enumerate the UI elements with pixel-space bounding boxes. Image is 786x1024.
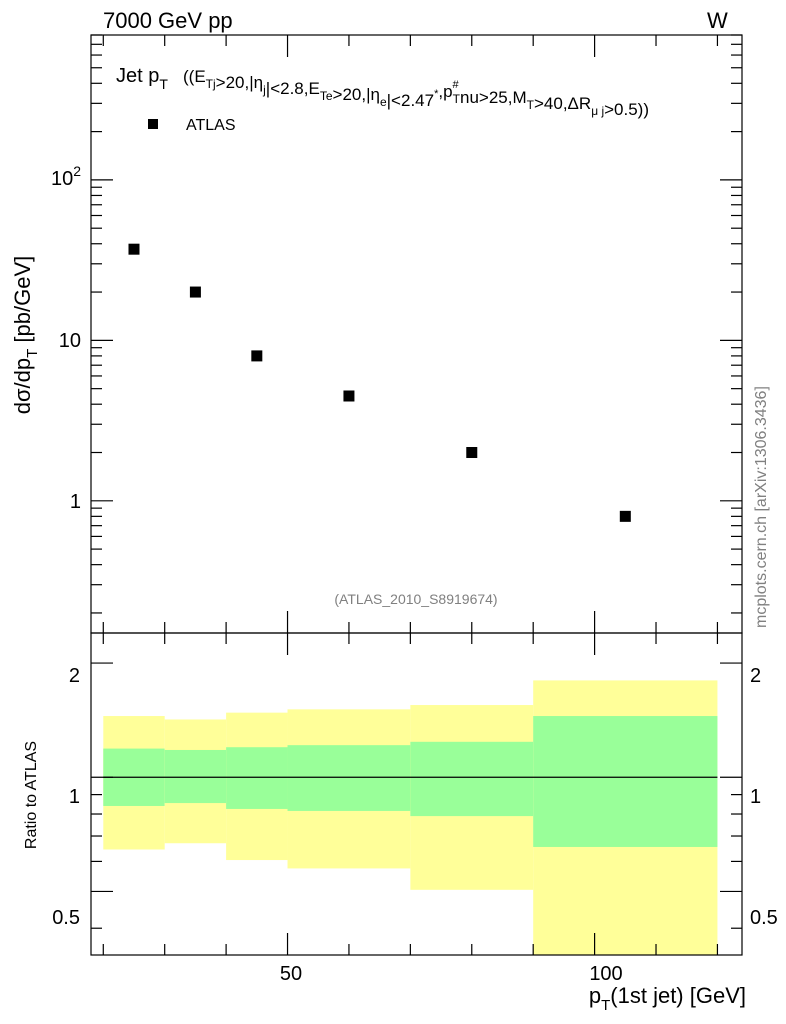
band-inner-bin-1: [164, 749, 227, 804]
band-inner-bin-2: [226, 747, 288, 809]
ratio-ytick-labels-right: 0.5 1 2: [750, 665, 778, 929]
data-markers: [128, 243, 631, 522]
xtick-labels: 50 100: [280, 963, 623, 985]
ratio-ytick-label-right-0.5: 0.5: [750, 907, 778, 929]
main-ytick-labels: 1 10 102: [51, 163, 81, 513]
ratio-ytick-labels-left: 0.5 1 2: [52, 665, 80, 929]
data-point-80: [466, 447, 478, 459]
ratio-ytick-label-right-1: 1: [750, 786, 761, 808]
ytick-label-100: 102: [51, 163, 81, 190]
xtick-label-50: 50: [280, 963, 302, 985]
band-inner-bin-4: [410, 741, 534, 817]
ytick-label-1: 1: [70, 491, 81, 513]
legend: ATLAS: [148, 117, 236, 134]
legend-entry-atlas: ATLAS: [186, 117, 236, 134]
ratio-ytick-label-1: 1: [69, 786, 80, 808]
data-point-60: [343, 390, 355, 402]
analysis-id: (ATLAS_2010_S8919674): [334, 591, 497, 607]
ratio-ytick-label-0.5: 0.5: [52, 907, 80, 929]
axis-ticks: [91, 34, 742, 955]
main-ylabel: dσ/dpT [pb/GeV]: [10, 256, 41, 415]
svg-text:dσ/dpT [pb/GeV]: dσ/dpT [pb/GeV]: [10, 256, 41, 415]
header-right: W: [707, 8, 728, 33]
svg-text:Jet pT: Jet pT: [116, 65, 168, 92]
ratio-ylabel: Ratio to ATLAS: [23, 741, 40, 849]
band-inner-bin-5: [533, 716, 718, 847]
data-point-45: [251, 350, 263, 362]
band-inner-bin-3: [287, 745, 411, 811]
xtick-label-100: 100: [589, 963, 622, 985]
data-point-25: [128, 243, 140, 255]
ratio-bands: [103, 680, 718, 955]
legend-marker: [148, 119, 158, 129]
ratio-ytick-label-2: 2: [69, 665, 80, 687]
plot-title-cuts: ((ETj>20,|ηj|<2.8,ETe>20,|ηe|<2.47*,p# Tn…: [183, 67, 649, 119]
header-left: 7000 GeV pp: [103, 8, 233, 33]
x-axis-label: pT(1st jet) [GeV]: [589, 983, 746, 1014]
data-point-35: [189, 286, 201, 298]
ratio-frame: [90, 632, 743, 956]
plot-title: Jet pT ((ETj>20,|ηj|<2.8,ETe>20,|ηe|<2.4…: [116, 65, 649, 119]
data-point-105: [619, 510, 631, 522]
watermark-side: mcplots.cern.ch [arXiv:1306.3436]: [753, 386, 770, 628]
ratio-ytick-label-right-2: 2: [750, 665, 761, 687]
ytick-label-10: 10: [59, 330, 81, 352]
